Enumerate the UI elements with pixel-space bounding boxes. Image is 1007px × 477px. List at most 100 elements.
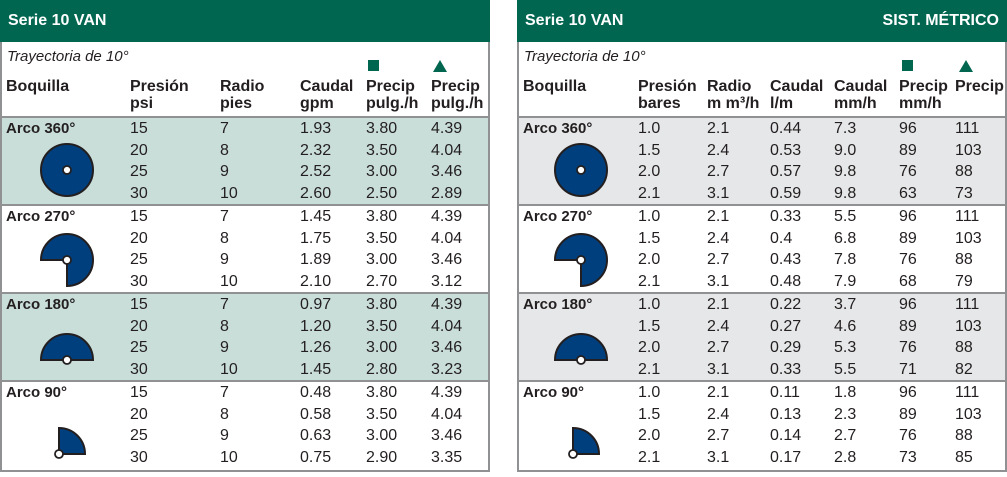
table-cell: 2.7 [707,427,730,444]
nozzle-group: Arco 360° 1.0 2.1 0.44 7.3 96 111 1.5 2.4 0.53 9.0… [519,116,1005,204]
table-cell: 89 [899,141,917,159]
table-cell: 3.46 [431,251,463,268]
table-cell: 8 [220,317,229,335]
table-cell: 10 [220,360,238,378]
table-cell: 7 [220,208,229,225]
table-cell: 2.4 [707,405,730,423]
table-cell: 103 [955,141,982,159]
table-cell: 1.5 [638,317,661,335]
table-cell: 85 [955,448,973,466]
table-cell: 3.80 [366,120,398,137]
column-header: Caudal mm/h [834,78,887,112]
table-cell: 111 [955,384,980,401]
table-cell: 0.63 [300,427,332,444]
table-cell: 1.8 [834,384,857,401]
table-cell: 3.1 [707,272,730,290]
table-cell: 2.90 [366,448,398,466]
table-cell: 2.3 [834,405,857,423]
metric-subtitle: SIST. MÉTRICO [882,12,999,29]
table-cell: 2.1 [707,120,730,137]
arc-360-icon [551,140,611,200]
table-cell: 9 [220,427,229,444]
column-header-line2: mm/h [899,95,942,112]
table-cell: 89 [899,405,917,423]
table-cell: 1.45 [300,208,332,225]
table-cell: 3.00 [366,163,398,180]
table-cell: 0.43 [770,251,802,268]
triangle-icon [959,60,973,72]
table-cell: 0.17 [770,448,802,466]
column-header-line1: Caudal [300,78,354,95]
table-cell: 3.50 [366,317,398,335]
table-cell: 1.0 [638,120,661,137]
table-cell: 2.4 [707,229,730,247]
table-cell: 88 [955,427,973,444]
table-cell: 7.3 [834,120,857,137]
table-cell: 8 [220,141,229,159]
nozzle-label: Arco 180° [6,296,76,313]
table-cell: 25 [130,427,148,444]
column-header-line2: gpm [300,95,334,112]
table-cell: 3.00 [366,251,398,268]
table-cell: 0.57 [770,163,802,180]
metric-title: Serie 10 VAN [525,12,624,29]
table-cell: 3.7 [834,296,857,313]
table-cell: 3.50 [366,405,398,423]
imperial-trajectory: Trayectoria de 10° [7,48,129,65]
table-cell: 2.1 [638,184,661,202]
column-header: Precip [955,78,1004,95]
table-cell: 68 [899,272,917,290]
column-header: Radio pies [220,78,264,112]
table-cell: 10 [220,448,238,466]
column-header-line1: Presión [638,78,697,95]
table-cell: 4.6 [834,317,857,335]
table-cell: 5.5 [834,208,857,225]
table-cell: 0.58 [300,405,332,423]
table-cell: 8 [220,229,229,247]
table-cell: 73 [899,448,917,466]
table-cell: 10 [220,272,238,290]
table-cell: 76 [899,427,917,444]
table-cell: 82 [955,360,973,378]
column-header-line1: Boquilla [523,78,587,95]
table-cell: 0.59 [770,184,802,202]
table-cell: 0.75 [300,448,332,466]
table-cell: 2.1 [638,448,661,466]
nozzle-label: Arco 270° [523,208,593,225]
table-cell: 2.7 [834,427,857,444]
nozzle-group: Arco 360° 15 7 1.93 3.80 4.39 20 8 2.32 3.50 4.04 2… [2,116,488,204]
table-cell: 3.1 [707,184,730,202]
column-header-line1: Precip [431,78,480,95]
table-cell: 0.53 [770,141,802,159]
table-cell: 0.33 [770,208,802,225]
table-cell: 4.39 [431,120,463,137]
table-cell: 1.5 [638,405,661,423]
table-cell: 96 [899,208,917,225]
nozzle-group: Arco 270° 1.0 2.1 0.33 5.5 96 111 1.5 2.4 0.4 6.8 8… [519,204,1005,292]
nozzle-label: Arco 360° [6,120,76,137]
table-cell: 2.50 [366,184,398,202]
column-header: Presión psi [130,78,189,112]
table-cell: 9 [220,339,229,356]
table-cell: 1.75 [300,229,332,247]
column-header: Precip pulg./h [431,78,483,112]
table-cell: 71 [899,360,917,378]
table-cell: 2.7 [707,339,730,356]
table-cell: 103 [955,229,982,247]
table-cell: 2.1 [707,384,730,401]
table-cell: 4.39 [431,384,463,401]
table-cell: 73 [955,184,973,202]
table-cell: 0.33 [770,360,802,378]
table-cell: 1.5 [638,229,661,247]
table-cell: 2.7 [707,163,730,180]
table-cell: 0.27 [770,317,802,335]
nozzle-label: Arco 360° [523,120,593,137]
column-header-line1: Radio [707,78,752,95]
column-header: Boquilla [523,78,586,95]
table-cell: 103 [955,405,982,423]
column-header-line1: Presión [130,78,189,95]
column-header-line2: pies [220,95,253,112]
table-cell: 0.29 [770,339,802,356]
table-cell: 111 [955,208,980,225]
nozzle-label: Arco 90° [6,384,68,401]
